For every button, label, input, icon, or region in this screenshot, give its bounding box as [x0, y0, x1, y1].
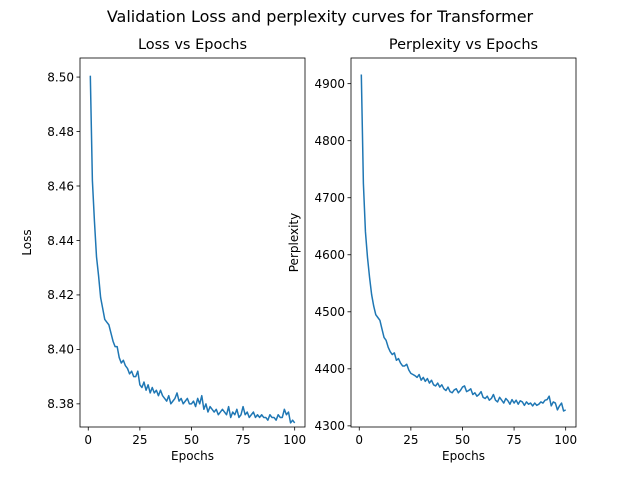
perplexity-chart: 0 25 50 75 100 4300 4400 4500 4600 4700 4800 4900 Pe… — [287, 37, 577, 463]
loss-chart-title: Loss vs Epochs — [138, 37, 247, 53]
perplexity-y-tick-label: 4900 — [314, 77, 345, 91]
perplexity-x-tick-label: 0 — [355, 433, 363, 447]
perplexity-x-tick-label: 25 — [403, 433, 418, 447]
perplexity-y-tick-label: 4700 — [314, 191, 345, 205]
loss-x-tick-label: 25 — [132, 433, 147, 447]
loss-series-line — [89, 75, 296, 424]
perplexity-y-tick-label: 4600 — [314, 248, 345, 262]
loss-x-tick-label: 75 — [235, 433, 250, 447]
loss-x-axis-label: Epochs — [171, 449, 214, 463]
loss-y-tick-label: 8.48 — [47, 125, 74, 139]
perplexity-chart-title: Perplexity vs Epochs — [389, 37, 538, 53]
perplexity-y-axis-label: Perplexity — [287, 213, 301, 273]
perplexity-y-tick-label: 4500 — [314, 305, 345, 319]
figure-suptitle: Validation Loss and perplexity curves fo… — [106, 7, 534, 26]
perplexity-y-tick-label: 4800 — [314, 134, 345, 148]
loss-y-tick-label: 8.44 — [47, 234, 74, 248]
loss-x-tick-label: 50 — [184, 433, 199, 447]
perplexity-y-tick-label: 4300 — [314, 419, 345, 433]
loss-y-axis-label: Loss — [20, 229, 34, 255]
perplexity-y-tick-label: 4400 — [314, 362, 345, 376]
perplexity-x-tick-label: 100 — [554, 433, 577, 447]
loss-axes-frame — [79, 57, 306, 428]
loss-y-tick-label: 8.38 — [47, 397, 74, 411]
loss-y-tick-label: 8.42 — [47, 288, 74, 302]
perplexity-x-tick-label: 75 — [506, 433, 521, 447]
loss-y-tick-label: 8.50 — [47, 70, 74, 84]
loss-chart: 0 25 50 75 100 8.38 8.40 8.42 8.44 8.46 8.48 8.50 Lo… — [20, 37, 306, 463]
perplexity-axes-frame — [350, 57, 577, 428]
loss-x-tick-label: 100 — [283, 433, 306, 447]
perplexity-x-tick-label: 50 — [455, 433, 470, 447]
loss-x-tick-label: 0 — [84, 433, 92, 447]
perplexity-series-line — [360, 74, 567, 412]
loss-y-tick-label: 8.40 — [47, 343, 74, 357]
perplexity-x-axis-label: Epochs — [442, 449, 485, 463]
loss-y-tick-label: 8.46 — [47, 179, 74, 193]
